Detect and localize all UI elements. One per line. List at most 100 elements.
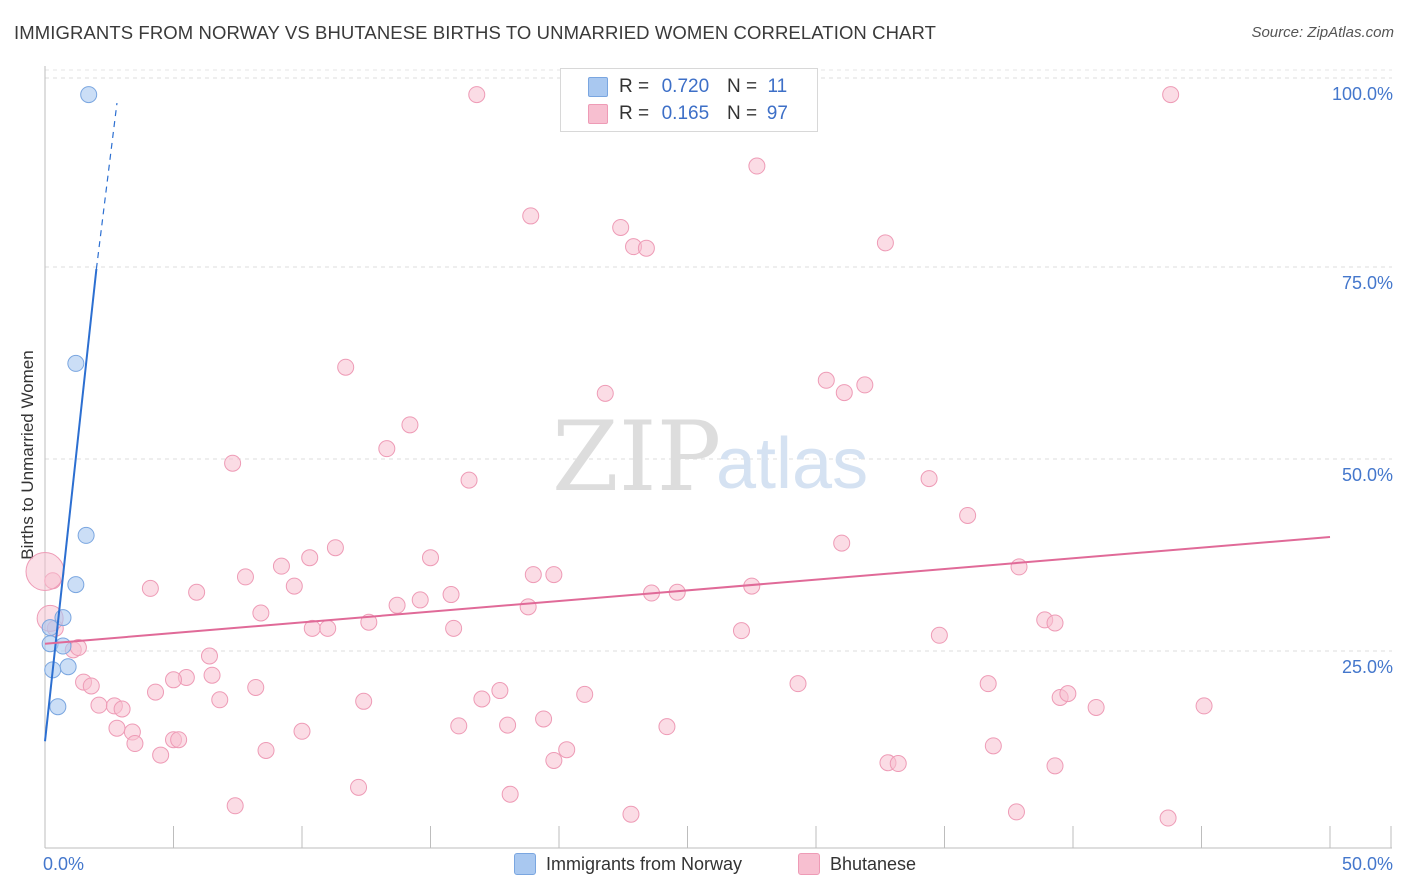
bhutanese-point — [360, 613, 378, 631]
bhutanese-point — [445, 619, 463, 637]
bhutanese-point — [612, 218, 630, 236]
bhutanese-point — [1046, 757, 1064, 775]
bhutanese-point — [835, 384, 853, 402]
bhutanese-point — [501, 785, 519, 803]
bhutanese-point — [126, 735, 144, 753]
bhutanese-point — [200, 647, 218, 665]
bhutanese-point — [732, 622, 750, 640]
legend-n-label: N = — [726, 76, 758, 97]
gridlines — [45, 69, 1392, 652]
legend-swatch-norway — [588, 77, 608, 97]
bhutanese-point — [272, 557, 290, 575]
bhutanese-point — [378, 440, 396, 458]
bhutanese-point — [224, 454, 242, 472]
bhutanese-point — [152, 746, 170, 764]
bhutanese-point — [622, 805, 640, 823]
bhutanese-point — [817, 371, 835, 389]
chart-title: IMMIGRANTS FROM NORWAY VS BHUTANESE BIRT… — [14, 22, 937, 43]
legend-r-value-bhutan: 0.165 — [661, 103, 710, 124]
bhutanese-point — [170, 731, 188, 749]
bhutanese-point — [499, 716, 517, 734]
bhutanese-point — [558, 741, 576, 759]
x-tick-label: 50.0% — [1342, 854, 1393, 874]
legend-n-label: N = — [726, 103, 758, 124]
bhutanese-point — [535, 710, 553, 728]
bhutanese-point — [856, 376, 874, 394]
norway-trend-line — [44, 268, 98, 742]
y-tick-label: 50.0% — [1342, 465, 1393, 485]
legend-r-label: R = — [619, 76, 650, 97]
bhutanese-point — [252, 604, 270, 622]
y-tick-labels: 25.0% 50.0% 75.0% 100.0% — [1332, 84, 1393, 677]
bhutanese-point — [596, 384, 614, 402]
norway-point — [67, 354, 85, 372]
bhutanese-point — [247, 678, 265, 696]
bhutanese-point — [411, 591, 429, 609]
bhutanese-point — [388, 596, 406, 614]
y-tick-label: 75.0% — [1342, 273, 1393, 293]
legend-row-norway: R = 0.720 N = 11 — [619, 75, 792, 99]
norway-point — [59, 658, 77, 676]
bhutanese-point — [1046, 614, 1064, 632]
legend-r-value-norway: 0.720 — [661, 76, 710, 97]
legend-row-bhutan: R = 0.165 N = 97 — [619, 102, 792, 126]
bhutanese-point — [25, 552, 65, 592]
x-tick-labels: 0.0% 50.0% — [43, 854, 1393, 874]
bhutanese-point — [82, 677, 100, 695]
stats-legend: R = 0.720 N = 11 R = 0.165 N = 97 — [560, 68, 818, 132]
bhutanese-point — [1162, 86, 1180, 104]
y-tick-label: 100.0% — [1332, 84, 1393, 104]
bhutanese-point — [188, 583, 206, 601]
bhutanese-points — [25, 86, 1213, 827]
bhutanese-point — [165, 671, 182, 689]
bhutanese-trend-line — [44, 535, 1331, 645]
legend-label-bhutan: Bhutanese — [830, 853, 917, 874]
x-tick-label: 0.0% — [43, 854, 84, 874]
source-label: Source: ZipAtlas.com — [1251, 24, 1394, 41]
bhutanese-point — [326, 539, 344, 557]
norway-point — [49, 698, 67, 716]
norway-point — [77, 526, 95, 544]
norway-point — [67, 576, 85, 594]
bhutanese-point — [203, 666, 221, 684]
trend-lines — [44, 102, 1331, 742]
bhutanese-point — [748, 157, 766, 175]
bhutanese-point — [236, 568, 254, 586]
bhutanese-point — [147, 683, 165, 701]
bhutanese-point — [984, 737, 1002, 755]
legend-marker-norway — [514, 853, 536, 875]
legend-swatch-bhutan — [588, 104, 608, 124]
axes — [44, 66, 1392, 849]
bhutanese-point — [422, 549, 439, 567]
bhutanese-point — [257, 741, 275, 759]
bhutanese-point — [1059, 685, 1077, 703]
bhutanese-point — [473, 690, 491, 708]
bhutanese-point — [889, 755, 907, 773]
bhutanese-point — [1007, 803, 1025, 821]
bhutanese-point — [141, 579, 159, 597]
bhutanese-point — [524, 566, 542, 584]
bhutanese-point — [789, 675, 807, 693]
bhutanese-point — [108, 719, 126, 737]
bhutanese-point — [319, 619, 337, 637]
bhutanese-point — [1010, 558, 1028, 576]
bhutanese-point — [468, 86, 486, 104]
legend-r-label: R = — [619, 103, 650, 124]
norway-points — [41, 86, 98, 716]
bhutanese-point — [1159, 809, 1177, 827]
bhutanese-point — [1087, 698, 1105, 716]
bhutanese-point — [355, 692, 373, 710]
bhutanese-point — [337, 358, 355, 376]
bhutanese-point — [293, 722, 311, 740]
bhutanese-point — [637, 239, 655, 257]
bhutanese-point — [301, 549, 319, 567]
y-tick-label: 25.0% — [1342, 657, 1393, 677]
bhutanese-point — [90, 696, 108, 714]
legend-marker-bhutan — [798, 853, 820, 875]
bhutanese-point — [545, 566, 563, 584]
bhutanese-point — [491, 682, 509, 700]
bhutanese-point — [211, 691, 229, 709]
bhutanese-point — [576, 685, 594, 703]
legend-label-norway: Immigrants from Norway — [546, 853, 743, 874]
